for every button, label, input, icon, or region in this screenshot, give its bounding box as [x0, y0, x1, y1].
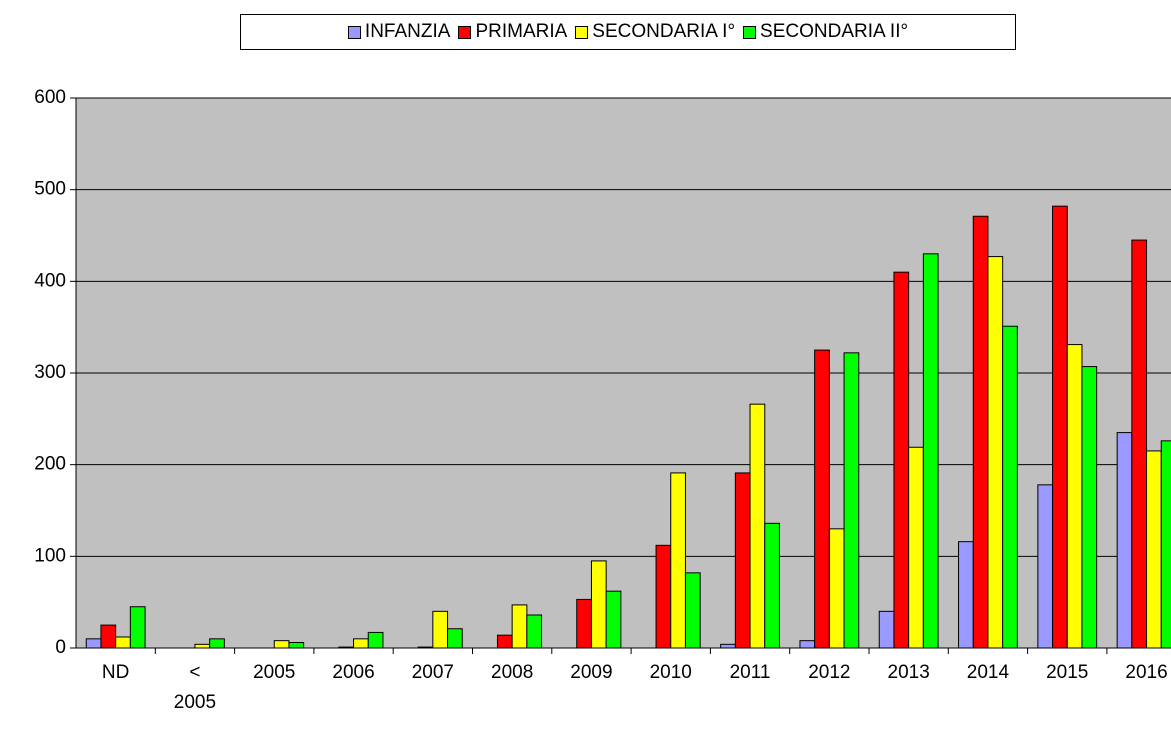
y-tick-label: 200 — [34, 454, 66, 475]
bar — [878, 610, 895, 649]
bar — [843, 352, 860, 649]
bar — [288, 642, 305, 649]
bar — [734, 472, 751, 649]
x-tick-label: 2007 — [411, 662, 454, 683]
bar — [922, 253, 939, 649]
bar — [764, 522, 780, 649]
bar — [432, 610, 449, 649]
y-tick-label: 0 — [55, 637, 66, 658]
bar — [1037, 484, 1054, 649]
bar — [1146, 450, 1162, 649]
legend-swatch — [575, 25, 589, 39]
x-tick-label: 2015 — [1046, 662, 1089, 683]
bar — [684, 572, 701, 649]
bar — [1002, 325, 1018, 649]
bar — [1052, 205, 1068, 649]
bar — [655, 544, 672, 649]
bar — [1066, 344, 1083, 649]
y-tick-label: 300 — [34, 362, 66, 383]
legend-label: INFANZIA — [364, 21, 451, 42]
bar — [828, 528, 845, 649]
bar — [893, 271, 910, 649]
bar — [605, 590, 622, 649]
x-tick-label: 2011 — [729, 662, 771, 683]
bar — [129, 606, 146, 649]
bar — [447, 628, 463, 649]
bar — [417, 646, 434, 649]
bar — [987, 256, 1004, 649]
x-tick-label: 2012 — [808, 662, 851, 683]
x-tick-label: 2006 — [332, 662, 375, 683]
y-tick-label: 500 — [34, 179, 66, 200]
bar — [958, 541, 974, 649]
bar — [670, 472, 686, 649]
bar — [1160, 440, 1171, 649]
bar — [526, 614, 543, 649]
legend-label: SECONDARIA I° — [592, 21, 736, 42]
bar — [972, 215, 989, 649]
legend: INFANZIA PRIMARIA SECONDARIA I° SECONDARIA … — [240, 14, 1016, 50]
x-tick-label: 2008 — [491, 662, 534, 683]
x-tick-label: 2014 — [966, 662, 1010, 683]
bar — [496, 634, 513, 649]
bar — [749, 403, 766, 649]
legend-label: PRIMARIA — [475, 21, 568, 42]
bar — [273, 640, 290, 649]
bar — [814, 349, 830, 649]
legend-swatch — [458, 25, 472, 39]
bar — [590, 560, 607, 649]
legend-entry: INFANZIA — [347, 21, 451, 43]
x-tick-label: 2010 — [649, 662, 692, 683]
bar — [799, 640, 816, 649]
x-tick-label: 2005 — [253, 662, 296, 683]
x-tick-label: ND — [101, 662, 130, 683]
bar — [1116, 432, 1133, 649]
x-tick-label: 2016 — [1125, 662, 1168, 683]
bar — [100, 624, 117, 649]
legend-entry: SECONDARIA I° — [575, 21, 735, 43]
bar — [367, 631, 384, 649]
x-tick-label: < 2005 — [173, 662, 217, 713]
bar — [209, 638, 225, 649]
bar — [1081, 366, 1098, 649]
y-tick-label: 600 — [34, 87, 66, 108]
x-tick-label: 2013 — [887, 662, 930, 683]
bar — [338, 646, 355, 649]
legend-swatch — [743, 25, 757, 39]
bar — [115, 636, 131, 649]
legend-swatch — [347, 25, 361, 39]
legend-entry: PRIMARIA — [458, 21, 567, 43]
x-tick-label: 2009 — [570, 662, 613, 683]
bar — [353, 638, 369, 649]
bar — [720, 643, 736, 649]
bar — [511, 604, 528, 649]
bar — [194, 643, 211, 649]
bar — [908, 446, 924, 649]
y-tick-label: 100 — [34, 545, 66, 566]
bar — [1131, 239, 1148, 649]
y-tick-label: 400 — [34, 270, 66, 291]
legend-entry: SECONDARIA II° — [743, 21, 908, 43]
legend-label: SECONDARIA II° — [760, 21, 909, 42]
bar — [85, 638, 102, 649]
bar — [576, 598, 592, 649]
